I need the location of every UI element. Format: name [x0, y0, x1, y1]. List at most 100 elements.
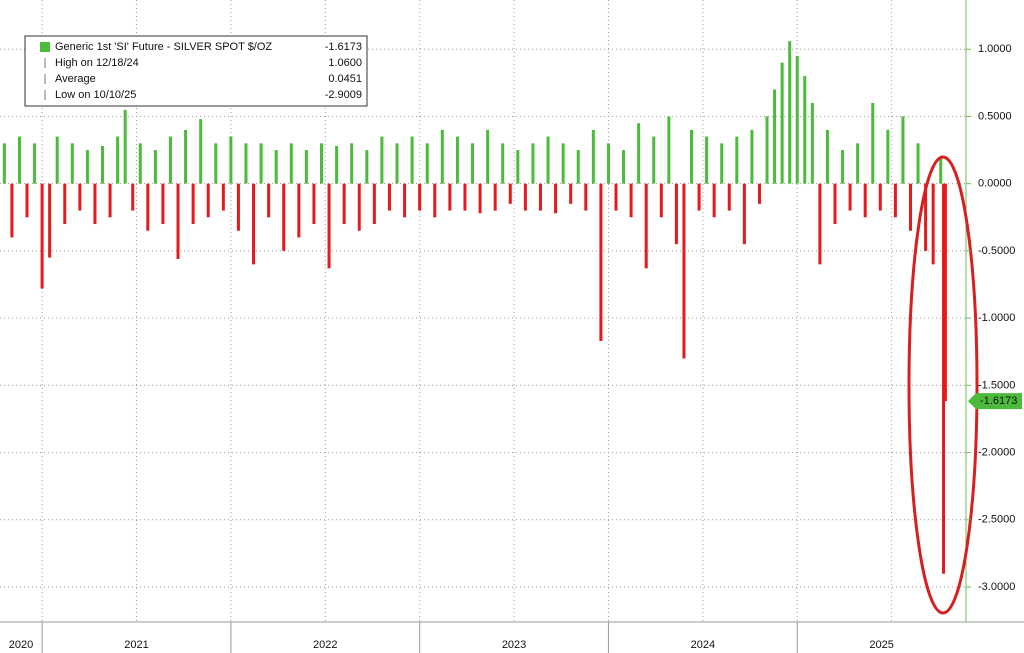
bar: [569, 183, 573, 204]
y-tick-label: -1.5000: [978, 379, 1015, 391]
bar: [916, 143, 920, 184]
bar: [795, 55, 799, 184]
bar: [138, 143, 142, 184]
bar: [705, 136, 709, 184]
bar: [659, 183, 663, 218]
bar: [886, 129, 890, 184]
x-tick-label: 2021: [124, 639, 148, 651]
bar: [508, 183, 512, 204]
y-tick-label: 1.0000: [978, 43, 1012, 55]
legend-swatch: [40, 42, 50, 52]
bar: [908, 183, 912, 231]
y-tick-label: 0.0000: [978, 178, 1012, 190]
bar: [48, 183, 52, 258]
bar: [2, 143, 6, 184]
bar: [546, 136, 550, 184]
bar: [78, 183, 82, 211]
last-value-tag: [968, 393, 1022, 410]
bar: [357, 183, 361, 231]
legend-value: 0.0451: [328, 73, 362, 85]
bar: [629, 183, 633, 218]
bar: [33, 143, 37, 184]
bar: [773, 89, 777, 184]
bar: [538, 183, 542, 211]
y-tick-label: -3.0000: [978, 581, 1015, 593]
legend-value: -1.6173: [325, 41, 362, 53]
x-tick-label: 2022: [313, 639, 337, 651]
bar: [584, 183, 588, 211]
bar: [471, 143, 475, 184]
legend-label: Low on 10/10/25: [55, 89, 136, 101]
bar: [742, 183, 746, 245]
bar: [380, 136, 384, 184]
bar: [199, 119, 203, 184]
bar: [810, 102, 814, 184]
bar: [425, 143, 429, 184]
bar: [365, 150, 369, 184]
bar: [335, 146, 339, 184]
bar: [304, 150, 308, 184]
bar: [878, 183, 882, 211]
bar: [297, 183, 301, 238]
bar: [433, 183, 437, 218]
bar: [591, 129, 595, 184]
bar: [244, 143, 248, 184]
bar: [372, 183, 376, 225]
bar: [342, 183, 346, 225]
bar: [486, 129, 490, 184]
bar: [901, 116, 905, 184]
bar: [282, 183, 286, 251]
bar: [418, 183, 422, 211]
legend-label: High on 12/18/24: [55, 57, 139, 69]
bar: [644, 183, 648, 269]
bar: [720, 143, 724, 184]
legend-box: [24, 35, 368, 107]
bar: [667, 116, 671, 184]
y-tick-label: -2.0000: [978, 446, 1015, 458]
bar: [191, 183, 195, 225]
bar: [123, 109, 127, 184]
bar: [924, 183, 928, 251]
bar: [221, 183, 225, 211]
bar: [153, 150, 157, 184]
bar: [576, 150, 580, 184]
bar: [939, 156, 943, 184]
bar: [85, 150, 89, 184]
bar: [440, 129, 444, 184]
axis: -3.0000 -2.5000 -2.0000 -1.5000 -1.0000 -0.50…: [9, 43, 1022, 653]
bar: [599, 183, 603, 341]
bar: [448, 183, 452, 211]
legend-label: Average: [55, 73, 96, 85]
legend-value: -2.9009: [325, 89, 362, 101]
bar: [252, 183, 256, 265]
bar: [757, 183, 761, 204]
bar: [712, 183, 716, 218]
bar: [501, 143, 505, 184]
bar: [531, 143, 535, 184]
bar: [765, 116, 769, 184]
legend-label: Generic 1st 'SI' Future - SILVER SPOT $/…: [55, 41, 272, 53]
bar: [168, 136, 172, 184]
last-value-label: -1.6173: [980, 395, 1017, 407]
bar: [727, 183, 731, 211]
bar: [803, 76, 807, 184]
bar: [206, 183, 210, 218]
bar: [942, 183, 946, 574]
bars: [2, 41, 947, 574]
bar: [622, 150, 626, 184]
legend: Generic 1st 'SI' Future - SILVER SPOT $/…: [24, 35, 368, 107]
bar: [274, 150, 278, 184]
bar: [637, 123, 641, 184]
bar: [101, 146, 105, 184]
bar: [893, 183, 897, 218]
y-tick-label: 0.5000: [978, 110, 1012, 122]
bar: [682, 183, 686, 359]
y-tick-label: -1.0000: [978, 312, 1015, 324]
bar: [229, 136, 233, 184]
bar: [319, 143, 323, 184]
bar: [856, 143, 860, 184]
bar: [674, 183, 678, 245]
bar: [561, 143, 565, 184]
